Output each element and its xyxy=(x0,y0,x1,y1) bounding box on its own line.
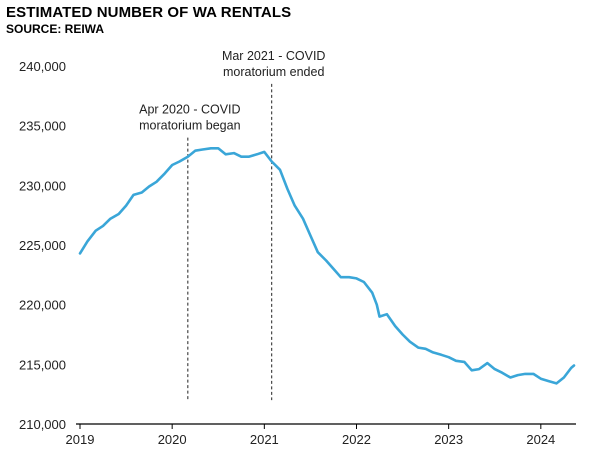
y-tick-label: 225,000 xyxy=(19,238,66,253)
x-tick-label: 2023 xyxy=(434,432,463,447)
series-line xyxy=(78,147,576,385)
x-tick-label: 2021 xyxy=(250,432,279,447)
y-axis-ticks: 210,000 215,000 220,000 225,000 230,000 235,0… xyxy=(19,59,66,432)
annotation-label: moratorium began xyxy=(139,119,240,133)
x-tick-label: 2022 xyxy=(342,432,371,447)
y-tick-label: 215,000 xyxy=(19,357,66,372)
y-tick-label: 230,000 xyxy=(19,178,66,193)
series-group xyxy=(78,147,576,385)
x-tick-label: 2019 xyxy=(66,432,95,447)
annotation-label: Mar 2021 - COVID xyxy=(222,49,326,63)
x-axis-ticks: 2019 2020 2021 2022 2023 2024 xyxy=(66,424,555,447)
annotation-label: Apr 2020 - COVID xyxy=(139,103,240,117)
y-tick-label: 210,000 xyxy=(19,417,66,432)
y-tick-label: 240,000 xyxy=(19,59,66,74)
chart-title: ESTIMATED NUMBER OF WA RENTALS xyxy=(6,4,292,21)
annotations: Apr 2020 - COVID moratorium began Mar 2021… xyxy=(139,49,326,401)
y-tick-label: 220,000 xyxy=(19,298,66,313)
annotation-label: moratorium ended xyxy=(223,65,324,79)
chart-subtitle: SOURCE: REIWA xyxy=(6,22,105,36)
x-tick-label: 2024 xyxy=(526,432,555,447)
y-tick-label: 235,000 xyxy=(19,119,66,134)
x-tick-label: 2020 xyxy=(158,432,187,447)
